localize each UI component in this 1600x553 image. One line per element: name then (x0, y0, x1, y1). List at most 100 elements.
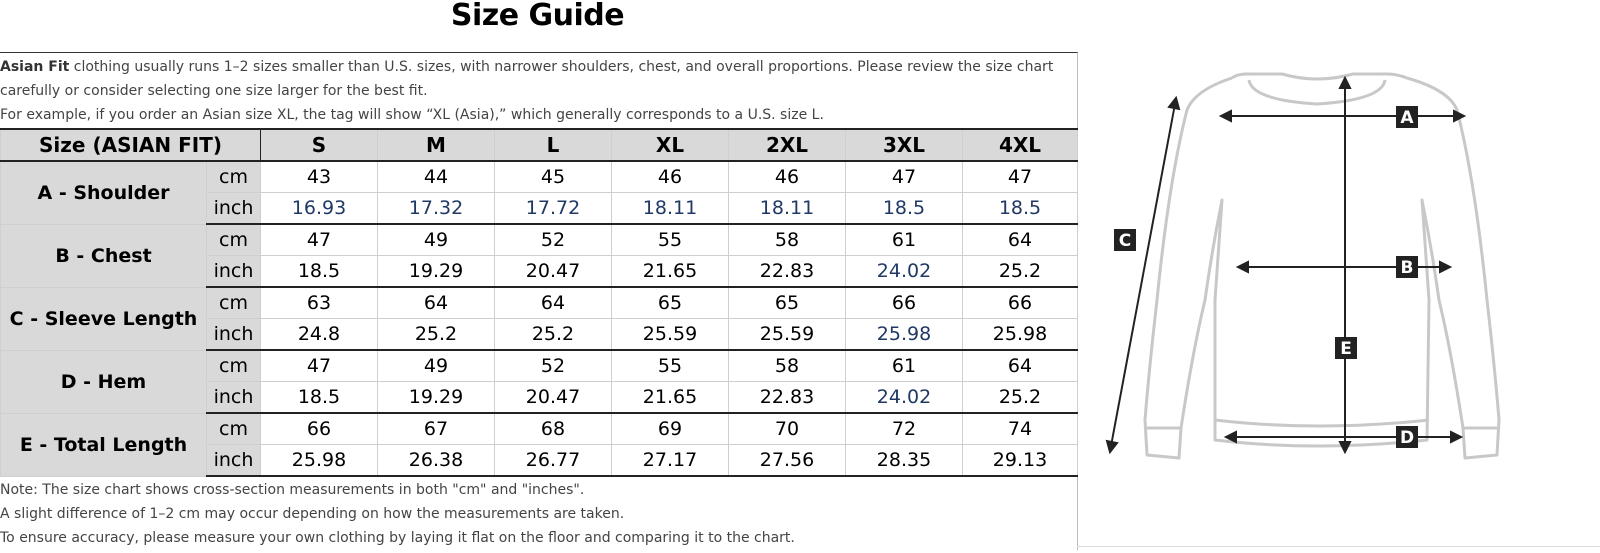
label-c-badge (1114, 229, 1136, 251)
table-row: inch 18.5 19.29 20.47 21.65 22.83 24.02 … (1, 255, 1078, 288)
size-col-header: XL (611, 128, 729, 162)
table-cell: 27.56 (728, 444, 846, 477)
label-c: C (1119, 231, 1131, 251)
label-e-badge (1335, 337, 1357, 359)
table-cell: 47 (962, 160, 1078, 193)
unit-label: inch (206, 444, 261, 477)
unit-label: cm (206, 223, 261, 256)
table-cell: 25.59 (611, 318, 729, 351)
table-cell: 18.5 (260, 381, 378, 414)
measurement-label: D - Hem (0, 349, 207, 414)
table-cell: 69 (611, 412, 729, 445)
table-cell: 24.02 (845, 381, 963, 414)
table-cell: 24.02 (845, 255, 963, 288)
table-cell: 72 (845, 412, 963, 445)
table-cell: 26.77 (494, 444, 612, 477)
size-header: Size (ASIAN FIT) (0, 128, 261, 162)
table-cell: 46 (728, 160, 846, 193)
table-cell: 25.98 (845, 318, 963, 351)
table-cell: 18.5 (962, 192, 1078, 225)
size-col-header: 3XL (845, 128, 963, 162)
garment-diagram: A B C D E (1077, 0, 1600, 549)
table-cell: 25.2 (377, 318, 495, 351)
table-cell: 18.11 (611, 192, 729, 225)
label-b: B (1401, 258, 1414, 278)
table-cell: 17.32 (377, 192, 495, 225)
label-d-badge (1396, 426, 1418, 448)
table-cell: 63 (260, 286, 378, 319)
table-cell: 26.38 (377, 444, 495, 477)
table-cell: 22.83 (728, 381, 846, 414)
intro-line-1: clothing usually runs 1–2 sizes smaller … (0, 59, 1054, 99)
unit-label: inch (206, 192, 261, 225)
intro-bold-lead: Asian Fit (0, 59, 70, 75)
table-cell: 24.8 (260, 318, 378, 351)
table-cell: 47 (845, 160, 963, 193)
table-cell: 45 (494, 160, 612, 193)
table-cell: 64 (962, 349, 1078, 382)
table-row: B - Chest cm 47 49 52 55 58 61 64 (0, 223, 1078, 288)
table-row: D - Hem cm 47 49 52 55 58 61 64 (0, 349, 1078, 414)
measurement-label: C - Sleeve Length (0, 286, 207, 351)
unit-label: cm (206, 349, 261, 382)
table-cell: 61 (845, 349, 963, 382)
table-row: inch 18.5 19.29 20.47 21.65 22.83 24.02 … (1, 381, 1078, 414)
table-cell: 52 (494, 349, 612, 382)
label-a-badge (1396, 106, 1418, 128)
unit-label: inch (206, 381, 261, 414)
table-cell: 18.5 (845, 192, 963, 225)
size-col-header: 4XL (962, 128, 1078, 162)
label-b-badge (1396, 256, 1418, 278)
table-header-row: Size (ASIAN FIT) S M L XL 2XL 3XL 4XL (0, 128, 1078, 162)
note-line: To ensure accuracy, please measure your … (0, 530, 795, 546)
table-cell: 28.35 (845, 444, 963, 477)
table-cell: 68 (494, 412, 612, 445)
table-cell: 65 (611, 286, 729, 319)
label-d: D (1400, 428, 1414, 448)
table-row: C - Sleeve Length cm 63 64 64 65 65 66 6… (0, 286, 1078, 351)
measure-arrows (1105, 75, 1467, 455)
size-guide-panel: Asian Fit clothing usually runs 1–2 size… (0, 52, 1078, 550)
intro-text: Asian Fit clothing usually runs 1–2 size… (0, 53, 1077, 127)
table-cell: 66 (260, 412, 378, 445)
table-cell: 64 (494, 286, 612, 319)
size-col-header: 2XL (728, 128, 846, 162)
unit-label: inch (206, 318, 261, 351)
table-cell: 21.65 (611, 381, 729, 414)
measure-labels: A B C D E (1114, 106, 1418, 448)
table-cell: 61 (845, 223, 963, 256)
table-cell: 44 (377, 160, 495, 193)
table-cell: 43 (260, 160, 378, 193)
table-cell: 49 (377, 349, 495, 382)
table-cell: 17.72 (494, 192, 612, 225)
intro-line-2: For example, if you order an Asian size … (0, 107, 824, 123)
table-cell: 19.29 (377, 381, 495, 414)
table-cell: 66 (845, 286, 963, 319)
table-cell: 70 (728, 412, 846, 445)
size-col-header: S (260, 128, 378, 162)
unit-label: cm (206, 160, 261, 193)
size-col-header: M (377, 128, 495, 162)
table-cell: 25.59 (728, 318, 846, 351)
table-row: E - Total Length cm 66 67 68 69 70 72 74 (0, 412, 1078, 477)
table-cell: 49 (377, 223, 495, 256)
table-cell: 58 (728, 349, 846, 382)
table-cell: 74 (962, 412, 1078, 445)
notes: Note: The size chart shows cross-section… (0, 477, 1077, 550)
table-row: inch 25.98 26.38 26.77 27.17 27.56 28.35… (1, 444, 1078, 477)
table-cell: 25.2 (962, 255, 1078, 288)
table-cell: 47 (260, 223, 378, 256)
table-cell: 16.93 (260, 192, 378, 225)
table-cell: 64 (377, 286, 495, 319)
table-cell: 67 (377, 412, 495, 445)
page-title: Size Guide (450, 0, 625, 33)
table-cell: 58 (728, 223, 846, 256)
table-cell: 29.13 (962, 444, 1078, 477)
table-cell: 18.11 (728, 192, 846, 225)
table-cell: 20.47 (494, 381, 612, 414)
table-cell: 21.65 (611, 255, 729, 288)
table-cell: 18.5 (260, 255, 378, 288)
divider (1077, 546, 1600, 547)
table-cell: 19.29 (377, 255, 495, 288)
table-cell: 55 (611, 223, 729, 256)
